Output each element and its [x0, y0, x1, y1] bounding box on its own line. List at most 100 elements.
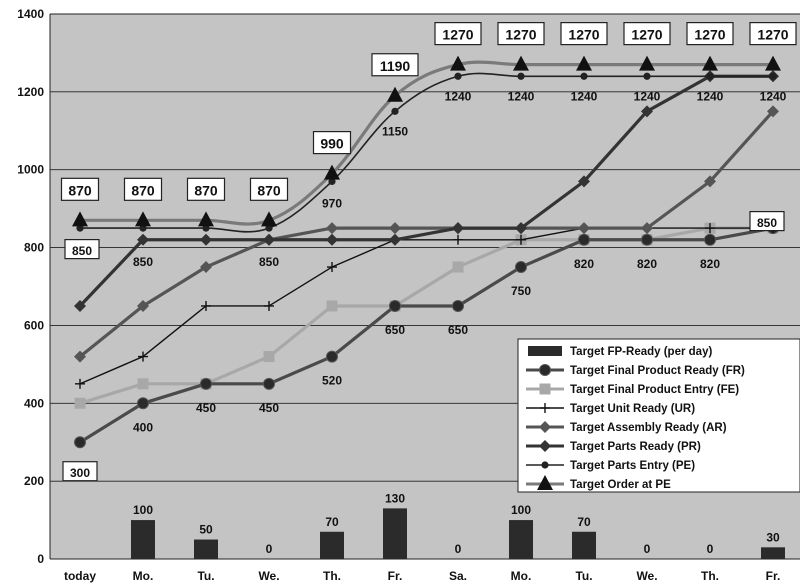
series-marker-pr	[263, 233, 275, 246]
y-tick-label: 1400	[17, 7, 44, 21]
data-label: 870	[131, 182, 155, 198]
x-tick-label: Fr.	[388, 569, 403, 583]
data-label-box	[249, 177, 289, 201]
data-label-box	[123, 177, 163, 201]
x-tick-label: Sa.	[449, 569, 467, 583]
x-tick-label: Mo.	[133, 569, 154, 583]
bar-value-label: 0	[455, 542, 462, 556]
series-marker-pe	[391, 107, 399, 115]
data-label-box	[312, 131, 352, 155]
data-label: 850	[133, 255, 153, 269]
legend-entry: Target FP-Ready (per day)	[570, 346, 712, 358]
series-marker-pe	[706, 72, 714, 80]
data-label-box	[686, 22, 734, 46]
y-tick-label: 400	[24, 396, 44, 410]
data-label: 1270	[631, 27, 662, 43]
series-marker-pe	[643, 72, 651, 80]
series-marker-order	[702, 55, 718, 71]
series-marker-fr	[641, 233, 653, 246]
bar	[509, 520, 533, 559]
x-tick-label: Mo.	[511, 569, 532, 583]
series-marker-fe	[263, 351, 275, 363]
data-label: 870	[257, 182, 281, 198]
data-label: 850	[259, 255, 279, 269]
series-marker-ur	[75, 378, 85, 389]
x-tick-label: Th.	[701, 569, 719, 583]
bar	[572, 531, 596, 559]
series-marker-pe	[454, 72, 462, 80]
x-tick-label: Tu.	[197, 569, 214, 583]
y-tick-label: 0	[37, 552, 44, 566]
series-marker-ur	[264, 300, 274, 311]
series-marker-order	[513, 55, 529, 71]
series-line-pr	[78, 74, 773, 308]
data-label: 520	[322, 374, 342, 388]
series-marker-ur	[138, 351, 148, 362]
bar	[761, 547, 785, 559]
series-marker-order	[72, 211, 88, 227]
data-label: 750	[511, 284, 531, 298]
data-label: 820	[700, 257, 720, 271]
data-label: 820	[637, 257, 657, 271]
y-tick-label: 800	[24, 241, 44, 255]
x-tick-label: Th.	[323, 569, 341, 583]
data-label-box	[749, 211, 785, 232]
data-label: 300	[70, 466, 90, 480]
legend	[517, 338, 800, 493]
legend-swatch-marker	[537, 475, 553, 490]
series-marker-pr	[74, 299, 86, 312]
data-label: 870	[68, 182, 92, 198]
bar	[320, 531, 344, 559]
legend-swatch-marker	[539, 364, 551, 376]
y-tick-label: 600	[24, 318, 44, 332]
bar-value-label: 0	[644, 542, 651, 556]
series-marker-fr	[704, 233, 716, 246]
bar	[194, 539, 218, 559]
series-marker-ar	[641, 222, 653, 235]
data-label: 1150	[382, 124, 408, 138]
data-label: 1240	[445, 89, 472, 103]
data-label: 820	[574, 257, 594, 271]
series-marker-ur	[201, 300, 211, 311]
bar-value-label: 70	[325, 515, 339, 529]
x-tick-label: Tu.	[575, 569, 592, 583]
series-marker-fr	[200, 377, 212, 390]
bar	[383, 508, 407, 559]
series-marker-pr	[641, 105, 653, 118]
series-marker-order	[261, 211, 277, 227]
data-label: 990	[320, 136, 344, 152]
data-label: 970	[322, 196, 342, 210]
series-marker-fe	[74, 397, 86, 409]
bar-value-label: 70	[577, 515, 591, 529]
data-label: 1240	[697, 89, 724, 103]
y-tick-label: 200	[24, 474, 44, 488]
series-marker-fr	[515, 261, 527, 274]
data-label-box	[186, 177, 226, 201]
legend-entry: Target Assembly Ready (AR)	[570, 422, 727, 434]
series-marker-ar	[74, 350, 86, 363]
data-label: 1270	[442, 27, 473, 43]
data-label: 1240	[634, 89, 661, 103]
series-marker-fr	[74, 436, 86, 449]
data-label: 1270	[757, 27, 788, 43]
data-label: 1190	[380, 58, 411, 74]
series-marker-fr	[263, 377, 275, 390]
y-tick-label: 1200	[17, 85, 44, 99]
legend-swatch-marker	[540, 403, 550, 413]
series-marker-fe	[326, 300, 338, 312]
legend-swatch-bar	[528, 346, 562, 356]
data-label: 1240	[760, 89, 787, 103]
x-tick-label: Fr.	[766, 569, 781, 583]
bar-value-label: 100	[511, 503, 531, 517]
data-label: 650	[385, 323, 405, 337]
bar-value-label: 50	[199, 523, 213, 537]
bar-value-label: 130	[385, 491, 405, 505]
bar-value-label: 30	[766, 530, 780, 544]
series-marker-ur	[453, 234, 463, 245]
legend-entry: Target Final Product Ready (FR)	[570, 365, 745, 377]
x-tick-label: We.	[636, 569, 657, 583]
series-marker-order	[450, 55, 466, 71]
series-marker-fr	[578, 233, 590, 246]
series-line-ur	[79, 227, 773, 385]
